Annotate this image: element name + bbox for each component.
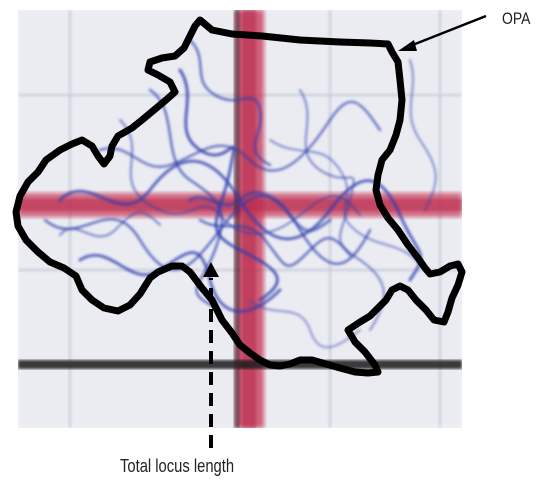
opa-outline: [12, 16, 466, 377]
total-locus-length-arrow: [203, 262, 219, 448]
opa-arrow: [398, 14, 487, 51]
sway-trace: [43, 38, 437, 349]
total-locus-length-label: Total locus length: [120, 456, 235, 476]
dark-vertical-line: [234, 10, 240, 428]
opa-label: OPA: [502, 9, 531, 28]
photo-background: [18, 10, 462, 428]
